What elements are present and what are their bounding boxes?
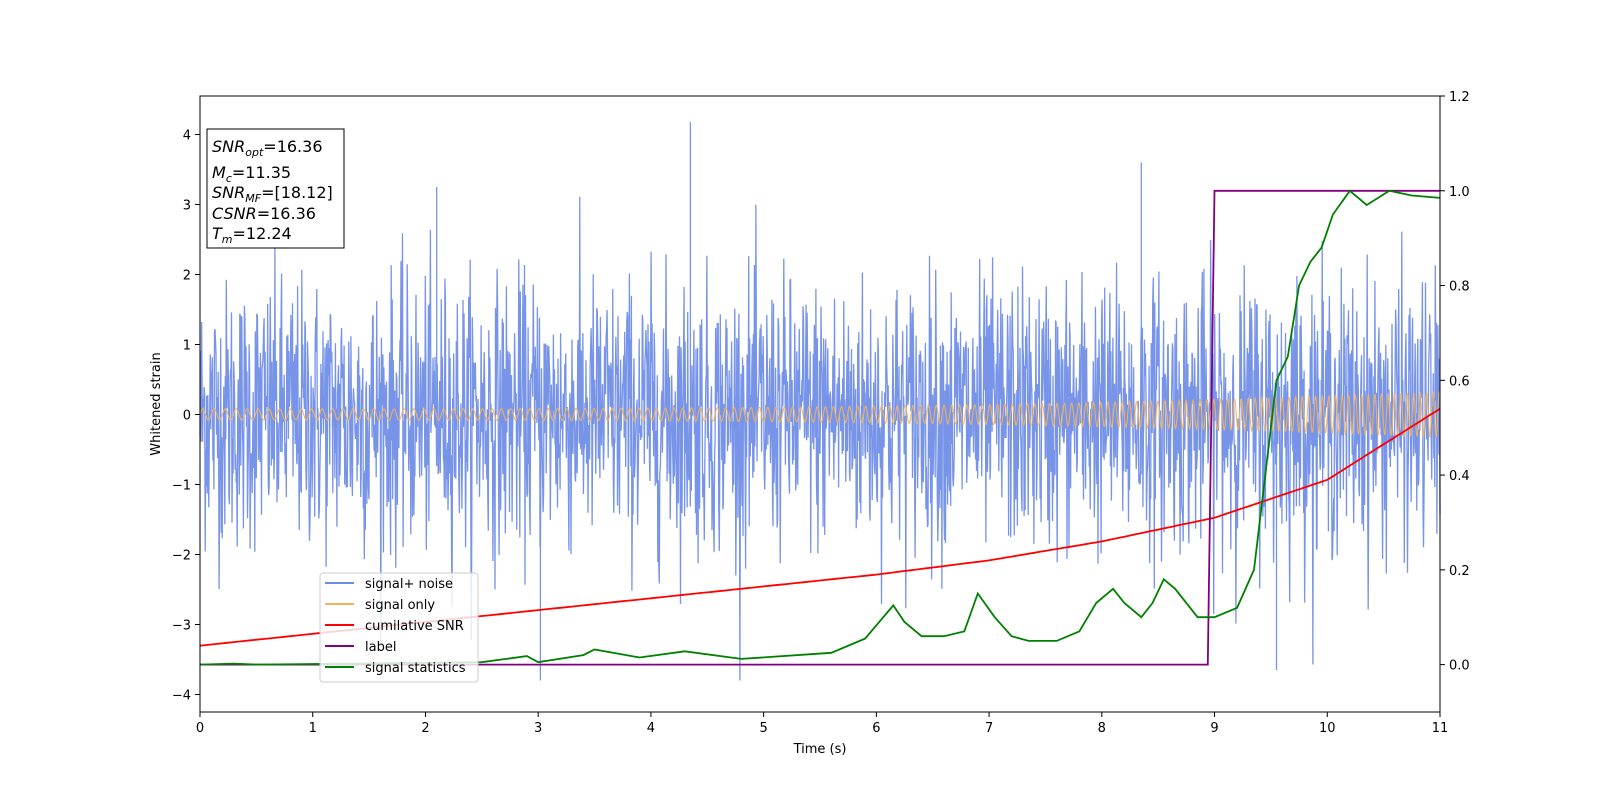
x-tick-label: 8	[1098, 721, 1106, 736]
y-axis-left: −4 −3 −2 −1 0 1 2 3 4	[172, 129, 200, 704]
y-tick-label: −4	[172, 689, 191, 704]
annotation-snr-mf: SNRMF=[18.12]	[212, 183, 333, 205]
legend-label: signal only	[365, 598, 435, 613]
plot-frame	[199, 95, 1441, 713]
y-axis-right: 0.0 0.2 0.4 0.6 0.8 1.0 1.2	[1440, 90, 1470, 674]
x-tick-label: 2	[421, 721, 429, 736]
y-tick-label: 3	[183, 199, 191, 214]
x-tick-label: 4	[647, 721, 655, 736]
series-signal-noise	[199, 121, 1441, 681]
y-tick-label: 1	[183, 339, 191, 354]
legend-entries: signal+ noise signal only cumilative SNR la…	[325, 577, 466, 676]
y2-tick-label: 0.6	[1449, 374, 1470, 389]
annotation-frame	[206, 128, 345, 249]
x-tick-label: 9	[1210, 721, 1218, 736]
y2-tick-label: 0.0	[1449, 659, 1470, 674]
y2-tick-label: 1.0	[1449, 185, 1470, 200]
annotation-mc: Mc=11.35	[212, 163, 291, 185]
y-axis-title: Whitened strain	[149, 352, 164, 455]
x-axis: 0 1 2 3 4 5 6 7 8 9 10 11	[196, 712, 1448, 736]
y-tick-label: 2	[183, 269, 191, 284]
y2-tick-label: 0.2	[1449, 564, 1470, 579]
y2-tick-label: 0.8	[1449, 280, 1470, 295]
legend-label: cumilative SNR	[365, 619, 464, 634]
series-label	[200, 189, 1440, 666]
series-signal-only	[199, 391, 1441, 438]
x-tick-label: 3	[534, 721, 542, 736]
legend-label: signal statistics	[365, 661, 466, 676]
x-tick-label: 6	[872, 721, 880, 736]
x-axis-title: Time (s)	[793, 742, 847, 757]
legend-label: signal+ noise	[365, 577, 453, 592]
x-tick-label: 11	[1432, 721, 1449, 736]
annotation-csnr: CSNR=16.36	[212, 204, 316, 223]
y-tick-label: −3	[172, 619, 191, 634]
y2-tick-label: 0.4	[1449, 469, 1470, 484]
annotation-snr-opt: SNRopt=16.36	[212, 137, 323, 159]
legend: signal+ noise signal only cumilative SNR la…	[319, 572, 479, 683]
x-tick-label: 10	[1319, 721, 1336, 736]
y2-tick-label: 1.2	[1449, 90, 1470, 105]
legend-frame	[319, 572, 479, 683]
y-tick-label: −1	[172, 479, 191, 494]
x-tick-label: 7	[985, 721, 993, 736]
y-tick-label: 0	[183, 409, 191, 424]
annotation-box: SNRopt=16.36 Mc=11.35 SNRMF=[18.12] CSNR…	[206, 128, 345, 249]
legend-label: label	[365, 640, 396, 655]
y-tick-label: 4	[183, 129, 191, 144]
series-signal-statistics	[199, 189, 1441, 666]
x-tick-label: 1	[309, 721, 317, 736]
x-tick-label: 5	[759, 721, 767, 736]
x-tick-label: 0	[196, 721, 204, 736]
annotation-tm: Tm=12.24	[212, 224, 292, 246]
y-tick-label: −2	[172, 549, 191, 564]
